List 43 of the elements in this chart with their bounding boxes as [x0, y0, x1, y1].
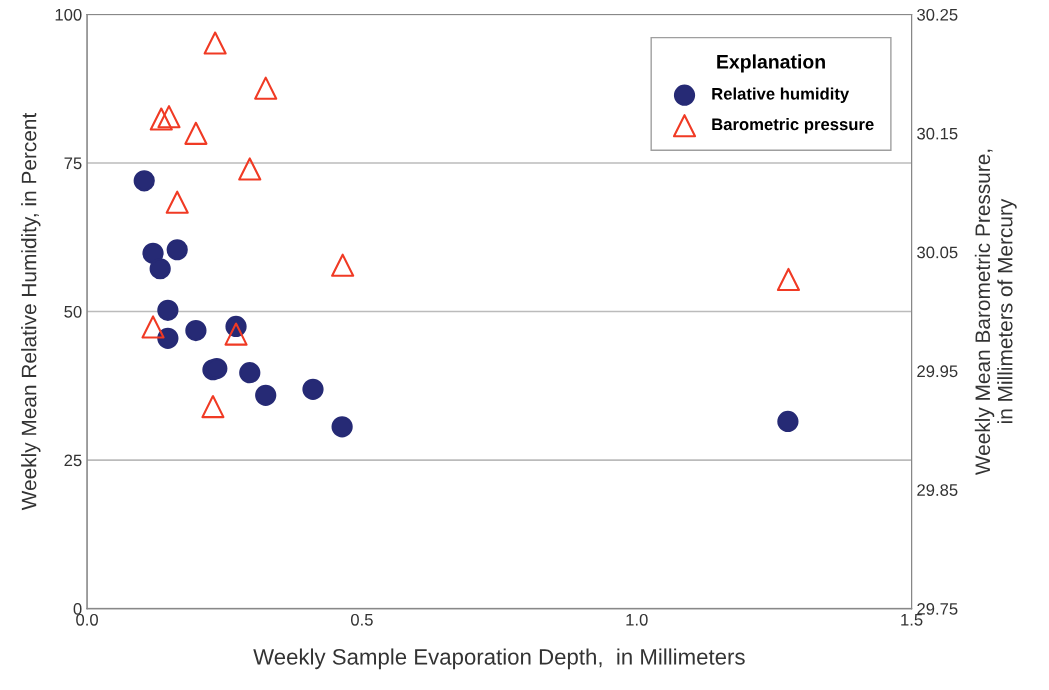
legend-label: Relative humidity	[712, 87, 850, 103]
x-tick-label: 0.5	[350, 613, 373, 626]
point	[185, 319, 207, 342]
x-tick-label: 1.5	[901, 614, 923, 626]
point	[149, 258, 171, 280]
point	[141, 315, 165, 339]
point	[157, 105, 181, 129]
point	[165, 190, 189, 214]
point	[184, 121, 208, 145]
x-axis-title: Weekly Sample Evaporation Depth, in Millimeters	[253, 648, 745, 670]
point	[166, 239, 188, 261]
point	[157, 299, 179, 321]
y-tick-label: 0	[73, 602, 82, 615]
point	[201, 395, 225, 419]
legend-label: Barometric pressure	[712, 118, 874, 134]
y2-tick-label: 29.85	[917, 484, 958, 496]
y2-tick-label: 30.15	[917, 127, 958, 140]
point	[149, 107, 173, 131]
point	[331, 253, 355, 277]
y-tick-label: 50	[64, 305, 82, 318]
y-tick-label: 25	[64, 454, 82, 467]
point	[776, 267, 801, 292]
y2-tick-label: 29.95	[917, 365, 958, 378]
point	[777, 410, 799, 433]
point	[255, 384, 277, 406]
x-tick-label: 1.0	[626, 613, 648, 626]
y2-tick-label: 30.25	[917, 8, 958, 21]
y-axis-title: Weekly Mean Relative Humidity, in Percent	[21, 112, 41, 511]
x-tick-label: 0.0	[76, 613, 98, 626]
y2-axis-title: Weekly Mean Barometric Pressure, in Millimeters of Mercury	[974, 149, 1017, 476]
y2-tick-label: 30.05	[917, 246, 958, 259]
point	[133, 170, 155, 192]
point	[238, 157, 262, 181]
y-tick-label: 75	[64, 157, 82, 170]
point	[224, 322, 248, 346]
point	[331, 416, 353, 438]
point	[302, 378, 324, 400]
legend-title: Explanation	[717, 54, 825, 73]
y-tick-label: 100	[55, 8, 82, 21]
point	[203, 31, 227, 55]
point	[239, 362, 261, 384]
point	[254, 76, 278, 100]
y2-tick-label: 29.75	[917, 602, 958, 615]
